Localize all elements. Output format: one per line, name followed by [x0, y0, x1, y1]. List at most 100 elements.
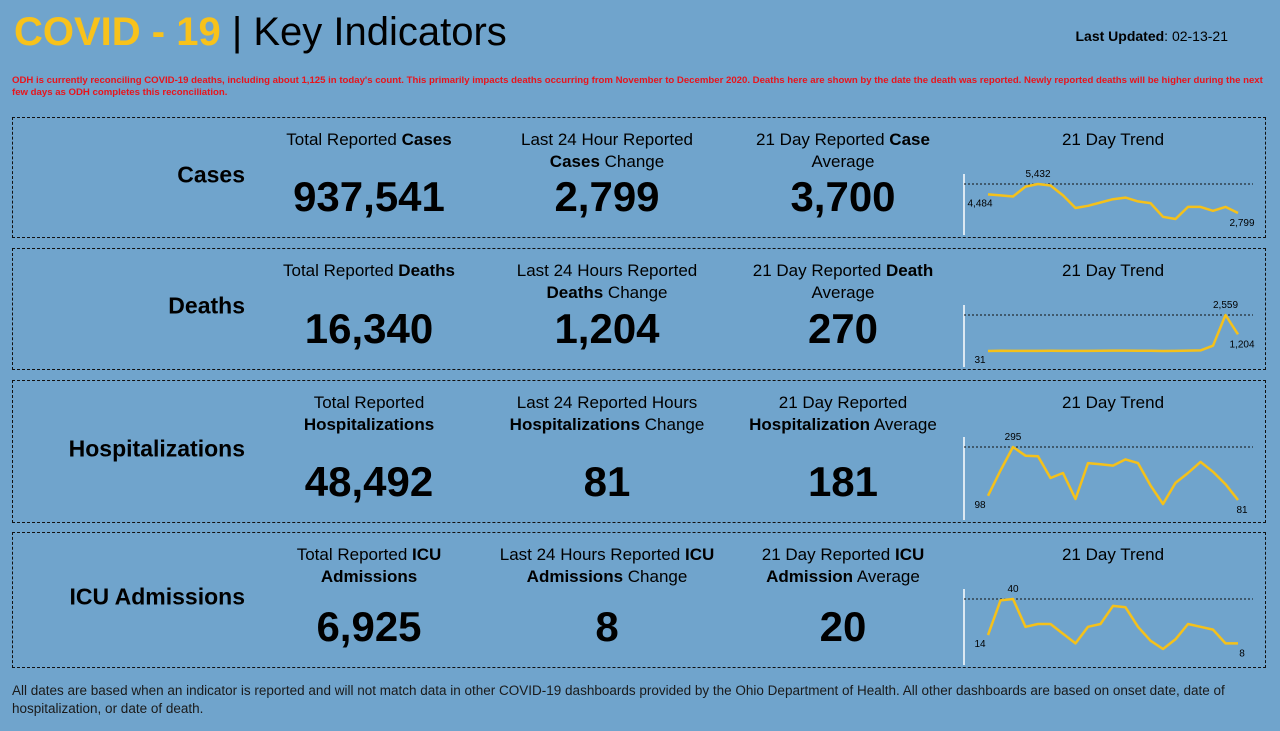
metric-heading: Total Reported Cases [257, 129, 481, 151]
heading-part: Total Reported [296, 545, 412, 564]
metric: Last 24 Reported Hours Hospitalizations … [495, 381, 719, 522]
trend-title: 21 Day Trend [1061, 393, 1165, 412]
metric-value: 2,799 [554, 173, 660, 220]
metric-value: 181 [807, 458, 879, 505]
metric-value: 48,492 [304, 458, 434, 505]
metric: 21 Day Reported Hospitalization Average 1… [731, 381, 955, 522]
metric: Last 24 Hours Reported ICU Admissions Ch… [495, 533, 719, 667]
trend-value-label: 5,432 [1025, 169, 1050, 180]
trend-title: 21 Day Trend [1061, 261, 1165, 280]
trend-chart: 98 295 81 [963, 432, 1253, 520]
heading-part: Change [623, 567, 688, 586]
metric-heading: 21 Day Reported ICU Admission Average [731, 544, 955, 588]
heading-part: ICU Admission [766, 545, 925, 586]
trend-value-label: 98 [974, 500, 986, 511]
heading-part: Total Reported [283, 261, 399, 280]
panel-label: ICU Admissions [69, 583, 245, 610]
heading-part: Average [811, 283, 875, 302]
trend-value-label: 14 [974, 639, 986, 650]
last-updated-date: : 02-13-21 [1164, 28, 1228, 44]
panel-label: Hospitalizations [68, 435, 245, 461]
metric-value: 3,700 [790, 173, 896, 220]
metric-heading: Last 24 Hour Reported Cases Change [495, 129, 719, 173]
metric-heading: Last 24 Hours Reported Deaths Change [495, 260, 719, 304]
notice: ODH is currently reconciling COVID-19 de… [12, 75, 1263, 98]
heading-part: 21 Day Reported [778, 393, 908, 412]
last-updated-label: Last Updated [1075, 28, 1165, 44]
heading-part: Last 24 Hour Reported [521, 130, 693, 149]
heading-part: Average [853, 567, 920, 586]
metric-value: 270 [807, 305, 879, 352]
trend-value-label: 1,204 [1229, 339, 1254, 350]
metric-heading: 21 Day Reported Hospitalization Average [731, 392, 955, 436]
title-rest: | Key Indicators [231, 10, 507, 54]
metric-heading: Total Reported Deaths [257, 260, 481, 282]
indicator-panel: Hospitalizations Total Reported Hospitali… [12, 380, 1266, 523]
trend-line [986, 445, 1239, 506]
metric-value: 16,340 [304, 305, 434, 352]
metric-heading: Last 24 Reported Hours Hospitalizations … [495, 392, 719, 436]
trend-value-label: 2,799 [1229, 218, 1254, 229]
metric-heading: 21 Day Reported Death Average [731, 260, 955, 304]
heading-part: Total Reported [286, 130, 402, 149]
metric-value: 1,204 [554, 305, 660, 352]
panel-label: Cases [177, 161, 245, 187]
metric: Last 24 Hours Reported Deaths Change 1,20… [495, 249, 719, 369]
heading-part: Total Reported [313, 393, 425, 412]
trend-chart: 14 40 8 [963, 584, 1253, 665]
metric-value: 937,541 [293, 173, 445, 220]
heading-part: Deaths [398, 261, 455, 280]
metric: Total Reported Deaths 16,340 [257, 249, 481, 369]
footer-note: All dates are based when an indicator is… [12, 683, 1225, 716]
trend-value-label: 4,484 [967, 198, 992, 209]
last-updated: Last Updated: 02-13-21 [1075, 28, 1228, 44]
heading-part: Last 24 Hours Reported [499, 545, 685, 564]
metric-heading: Last 24 Hours Reported ICU Admissions Ch… [495, 544, 719, 588]
heading-part: Last 24 Reported Hours [516, 393, 698, 412]
metric: Total Reported ICU Admissions 6,925 [257, 533, 481, 667]
metric: 21 Day Reported Case Average 3,700 [731, 118, 955, 237]
indicator-panel: Deaths Total Reported Deaths 16,340 Last 24… [12, 248, 1266, 370]
heading-part: Death [886, 261, 934, 280]
trend-value-label: 2,559 [1213, 300, 1238, 311]
trend-line [987, 313, 1240, 353]
metric-value: 81 [583, 458, 631, 505]
heading-part: Cases [401, 130, 452, 149]
metric: 21 Day Reported ICU Admission Average 20 [731, 533, 955, 667]
heading-part: 21 Day Reported [756, 130, 890, 149]
heading-part: ICU [412, 545, 442, 564]
trend-value-label: 81 [1236, 505, 1248, 516]
indicator-panel: Cases Total Reported Cases 937,541 Last 24 … [12, 117, 1266, 238]
trend-title: 21 Day Trend [1061, 130, 1165, 149]
metric: Last 24 Hour Reported Cases Change 2,799 [495, 118, 719, 237]
heading-part: Cases [549, 152, 600, 171]
heading-part: Average [870, 415, 937, 434]
heading-part: ICU Admissions [526, 545, 715, 586]
trend-value-label: 31 [974, 355, 986, 366]
metric: Total Reported Cases 937,541 [257, 118, 481, 237]
heading-part: Average [811, 152, 875, 171]
indicator-panel: ICU Admissions Total Reported ICU Admissi… [12, 532, 1266, 668]
trend-value-label: 8 [1239, 648, 1245, 659]
heading-part: Hospitalizations [509, 415, 641, 434]
panel-label: Deaths [168, 292, 245, 319]
heading-part: Change [640, 415, 705, 434]
trend-title: 21 Day Trend [1061, 545, 1165, 564]
metric-value: 20 [819, 603, 867, 650]
heading-part: Admissions [320, 567, 418, 586]
trend-chart: 4,484 5,432 2,799 [963, 169, 1255, 235]
metric-value: 6,925 [316, 603, 422, 650]
heading-part: Change [599, 152, 665, 171]
trend-line [987, 182, 1239, 221]
metric: Total Reported Hospitalizations 48,492 [257, 381, 481, 522]
trend-value-label: 295 [1005, 432, 1022, 443]
metric-value: 8 [595, 603, 619, 650]
metric: 21 Day Reported Death Average 270 [731, 249, 955, 369]
heading-part: 21 Day Reported [752, 261, 886, 280]
title-highlight: COVID - 19 [14, 10, 221, 54]
trend-value-label: 40 [1007, 584, 1019, 595]
metric-heading: Total Reported Hospitalizations [257, 392, 481, 436]
trend-chart: 31 2,559 1,204 [963, 300, 1255, 367]
metric-heading: 21 Day Reported Case Average [731, 129, 955, 173]
